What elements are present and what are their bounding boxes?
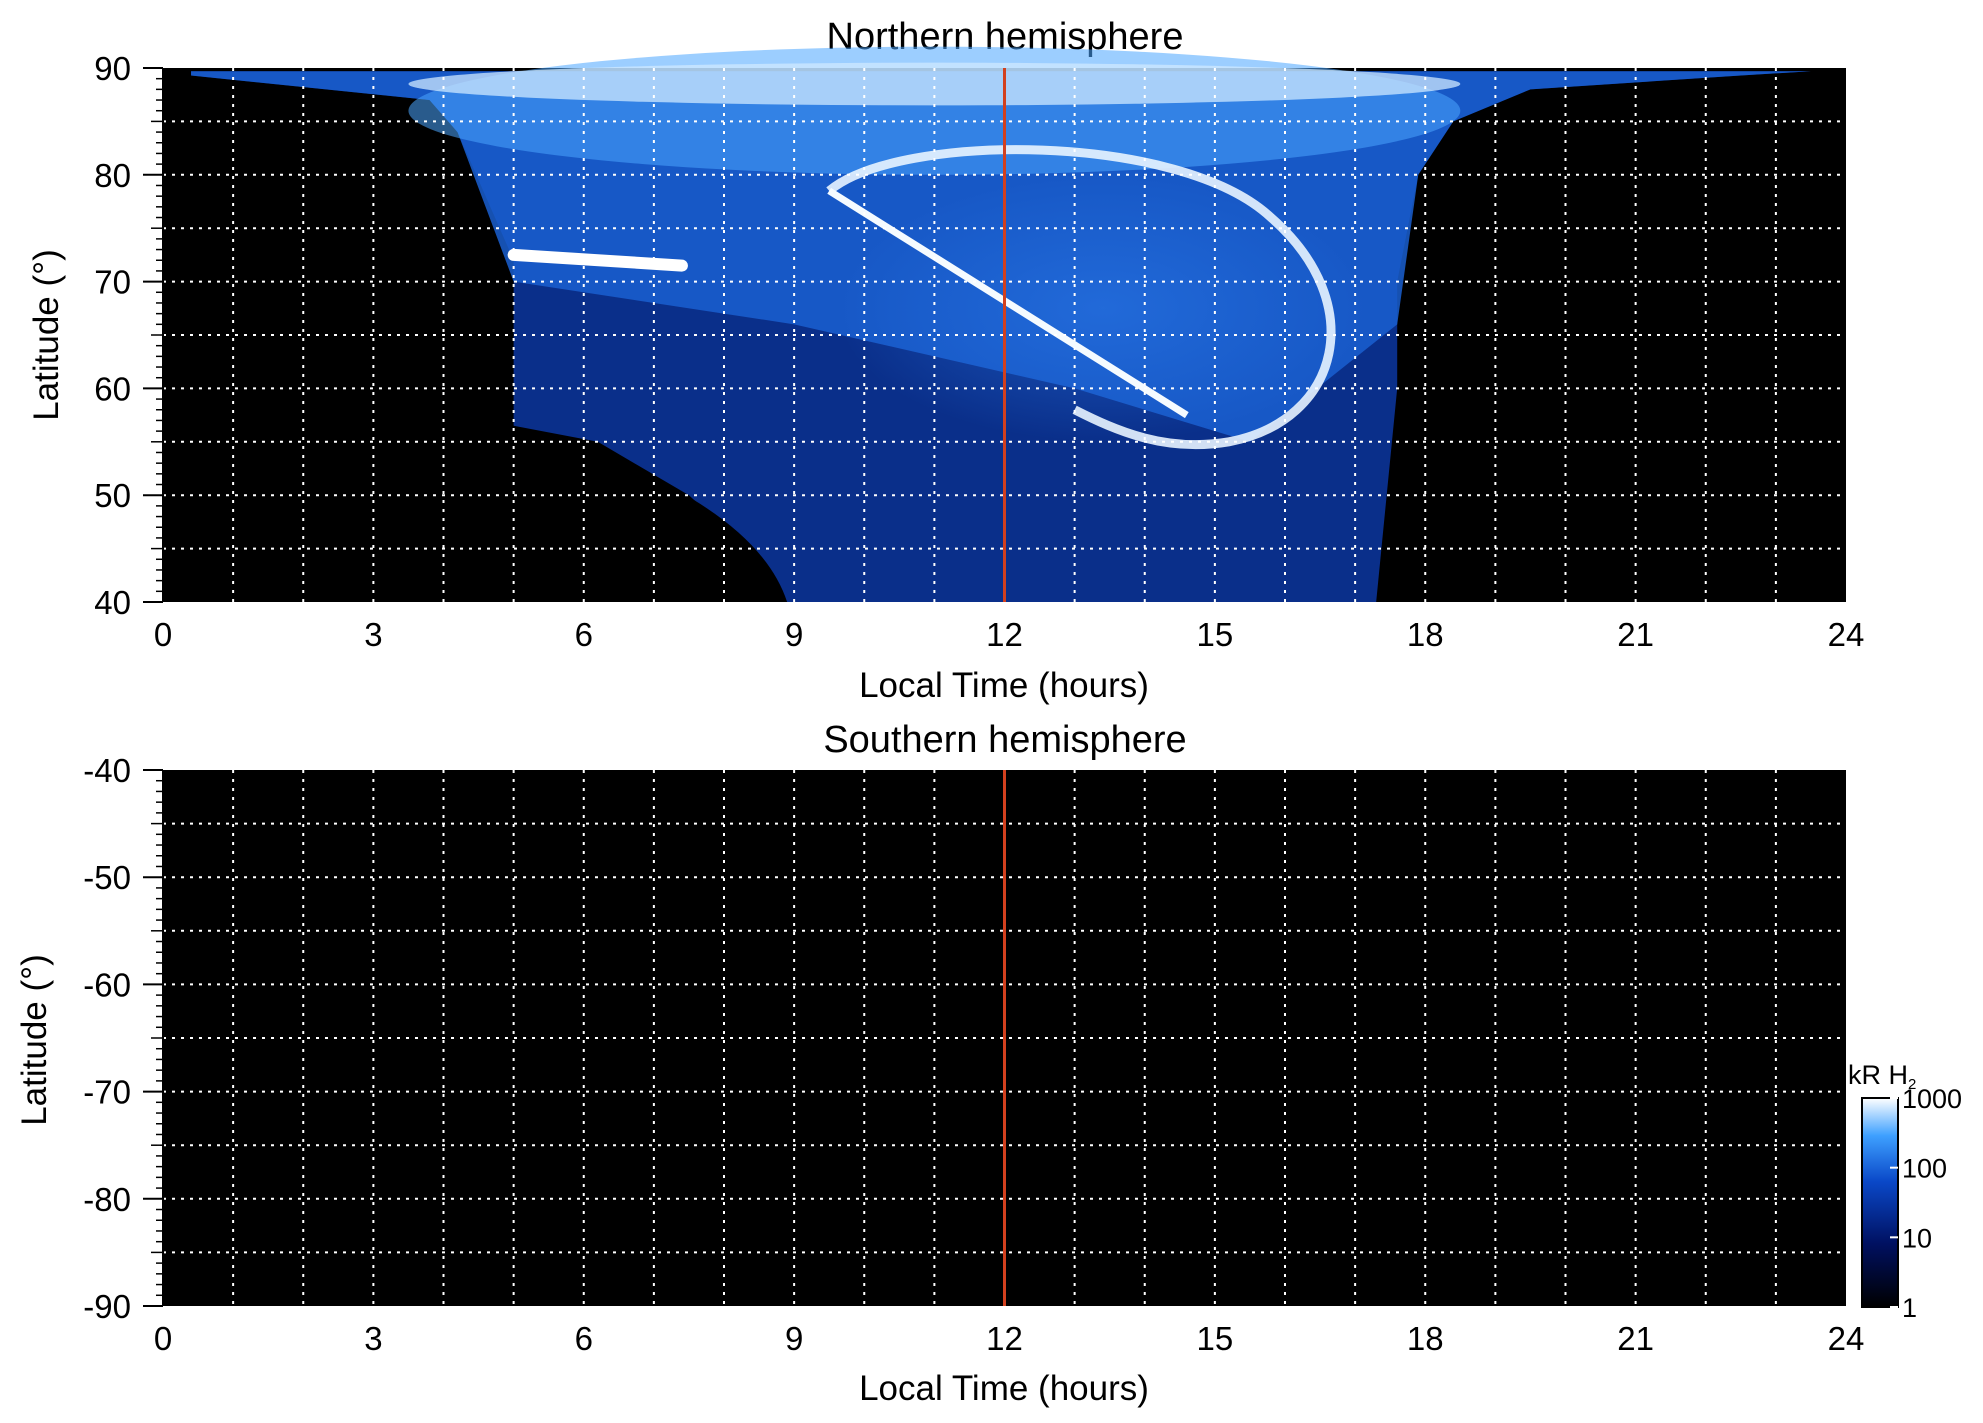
south-y-ticks: -40 -50 -60 -70 -80 -90: [83, 752, 164, 1325]
colorbar-ticks: 1000 100 10 1: [1890, 1084, 1962, 1323]
y-tick-label: -50: [83, 859, 131, 896]
x-tick-label: 24: [1828, 616, 1865, 653]
colorbar-label-subscript: 2: [1908, 1076, 1916, 1093]
south-x-axis-label: Local Time (hours): [859, 1369, 1149, 1408]
southern-hemisphere-panel: Southern hemisphere -40 -50 -60 -70 -80 -90 0…: [15, 719, 1864, 1408]
north-y-ticks: 40 50 60 70 80 90: [94, 50, 164, 621]
south-y-axis-label: Latitude (°): [15, 954, 54, 1126]
svg-text:kR H2: kR H2: [1848, 1060, 1916, 1093]
x-tick-label: 15: [1197, 1320, 1234, 1357]
y-tick-label: -90: [83, 1288, 131, 1325]
morning-arc: [507, 248, 688, 272]
x-tick-label: 21: [1617, 1320, 1654, 1357]
y-tick-label: -60: [83, 966, 131, 1003]
colorbar-gradient: [1861, 1097, 1899, 1308]
y-tick-label: 80: [94, 157, 131, 194]
y-tick-label: 40: [94, 584, 131, 621]
colorbar: kR H2 1000 100 10 1: [1848, 1060, 1962, 1323]
south-panel-title: Southern hemisphere: [823, 719, 1186, 761]
x-tick-label: 9: [785, 616, 803, 653]
north-x-axis-label: Local Time (hours): [859, 666, 1149, 705]
x-tick-label: 9: [785, 1320, 803, 1357]
y-tick-label: -70: [83, 1074, 131, 1111]
x-tick-label: 6: [575, 616, 593, 653]
x-tick-label: 15: [1197, 616, 1234, 653]
x-tick-label: 21: [1617, 616, 1654, 653]
x-tick-label: 0: [154, 616, 172, 653]
south-x-ticks: 0 3 6 9 12 15 18 21 24: [154, 1320, 1865, 1357]
y-tick-label: 90: [94, 50, 131, 87]
colorbar-label: kR H: [1848, 1060, 1908, 1090]
diagonal-arc: [827, 187, 1189, 419]
x-tick-label: 3: [364, 1320, 382, 1357]
colorbar-tick-label: 1000: [1902, 1084, 1962, 1114]
north-y-axis-label: Latitude (°): [27, 249, 66, 421]
x-tick-label: 18: [1407, 616, 1444, 653]
y-tick-label: 60: [94, 370, 131, 407]
x-tick-label: 18: [1407, 1320, 1444, 1357]
polar-cap-glow: [408, 62, 1461, 106]
auroral-oval: [826, 145, 1336, 450]
y-tick-label: 70: [94, 264, 131, 301]
x-tick-label: 0: [154, 1320, 172, 1357]
oval-glow: [836, 174, 1370, 442]
south-grid: [163, 770, 1846, 1306]
x-tick-label: 24: [1828, 1320, 1865, 1357]
north-x-ticks: 0 3 6 9 12 15 18 21 24: [154, 616, 1865, 653]
north-emission-map: [191, 46, 1811, 603]
limb-mask: [513, 425, 788, 602]
north-grid: [163, 68, 1846, 602]
y-tick-label: 50: [94, 477, 131, 514]
x-tick-label: 12: [986, 616, 1023, 653]
colorbar-tick-label: 1: [1902, 1293, 1917, 1323]
x-tick-label: 3: [364, 616, 382, 653]
colorbar-tick-label: 100: [1902, 1154, 1947, 1184]
x-tick-label: 6: [575, 1320, 593, 1357]
x-tick-label: 12: [986, 1320, 1023, 1357]
y-tick-label: -40: [83, 752, 131, 789]
colorbar-tick-label: 10: [1902, 1223, 1932, 1253]
y-tick-label: -80: [83, 1181, 131, 1218]
